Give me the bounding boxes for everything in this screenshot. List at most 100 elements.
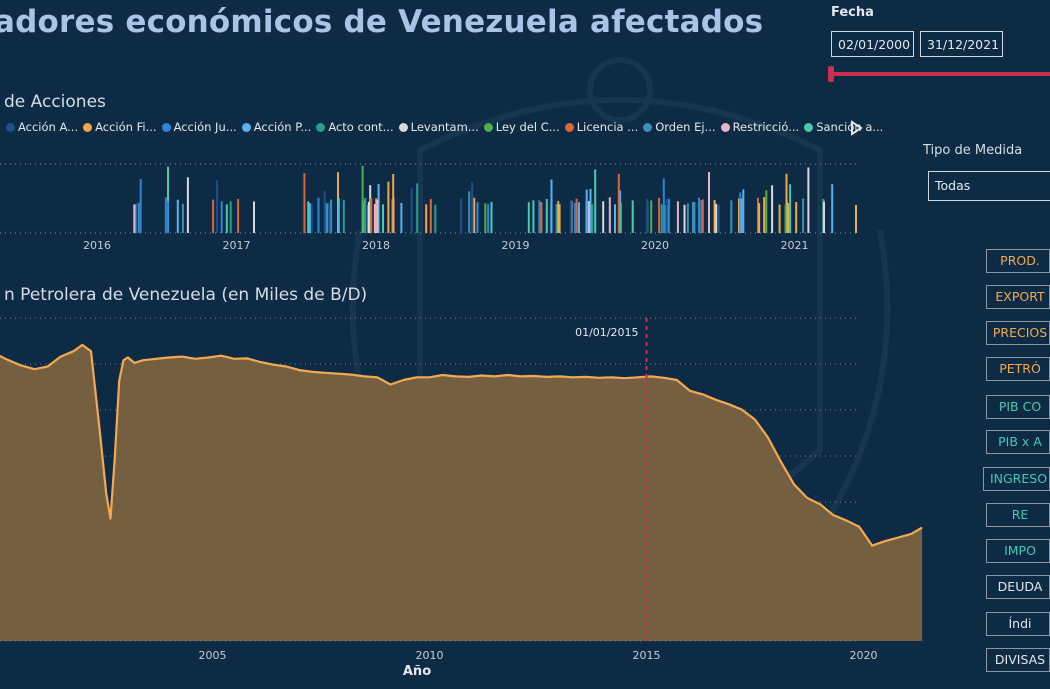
legend-label: Ley del C...: [495, 120, 560, 134]
measure-button[interactable]: DEUDA: [986, 575, 1050, 599]
action-event-bar: [416, 183, 419, 233]
action-event-bar: [569, 200, 572, 233]
action-event-bar: [538, 200, 541, 233]
action-event-bar: [134, 204, 137, 233]
action-event-bar: [701, 199, 704, 233]
action-event-bar: [473, 197, 476, 233]
legend-item[interactable]: Acción Fi...: [83, 120, 157, 134]
action-event-bar: [591, 204, 594, 233]
legend-item[interactable]: Acción Ju...: [161, 120, 237, 134]
action-event-bar: [742, 189, 745, 233]
action-event-bar: [831, 184, 834, 233]
action-event-bar: [713, 200, 716, 233]
legend-label: Acción P...: [253, 120, 312, 134]
legend-label: Acción Fi...: [95, 120, 157, 134]
legend-item[interactable]: Restricció...: [720, 120, 799, 134]
measure-button[interactable]: IMPO: [986, 539, 1050, 563]
action-event-bar: [738, 198, 740, 233]
action-event-bar: [692, 201, 694, 233]
action-event-bar: [575, 198, 578, 233]
legend-item[interactable]: Ley del C...: [483, 120, 560, 134]
action-event-bar: [484, 203, 487, 233]
action-event-bar: [855, 205, 857, 233]
legend-item[interactable]: Licencia ...: [564, 120, 639, 134]
action-event-bar: [237, 198, 240, 233]
action-event-bar: [364, 197, 367, 233]
actions-legend: Acción A... Acción Fi... Acción Ju... Acció…: [6, 120, 888, 134]
action-event-bar: [698, 197, 700, 233]
legend-color-dot: [483, 123, 493, 132]
legend-label: Licencia ...: [576, 120, 639, 134]
legend-item[interactable]: Acción A...: [6, 120, 78, 134]
action-event-bar: [784, 204, 787, 233]
fecha-label: Fecha: [831, 5, 874, 20]
actions-x-tick: 2016: [83, 239, 111, 252]
legend-color-dot: [720, 123, 730, 132]
measure-button[interactable]: PIB CO: [986, 395, 1050, 419]
action-event-bar: [663, 205, 666, 233]
action-event-bar: [730, 200, 733, 233]
legend-item[interactable]: Sanción a...: [804, 120, 883, 134]
action-event-bar: [167, 166, 169, 233]
oil-x-tick: 2015: [633, 649, 661, 662]
action-event-bar: [717, 204, 720, 233]
action-event-bar: [658, 197, 661, 233]
action-event-bar: [550, 179, 553, 233]
action-event-bar: [181, 203, 184, 233]
action-event-bar: [771, 185, 774, 233]
measure-button[interactable]: RE: [986, 503, 1050, 527]
action-event-bar: [585, 189, 588, 233]
date-range-slider[interactable]: [831, 72, 1050, 76]
action-event-bar: [139, 179, 142, 233]
action-event-bar: [757, 197, 759, 233]
action-event-bar: [325, 203, 328, 233]
action-event-bar: [303, 173, 306, 233]
legend-item[interactable]: Acto cont...: [316, 120, 394, 134]
action-event-bar: [337, 204, 340, 233]
action-event-bar: [137, 202, 140, 233]
measure-button[interactable]: PROD.: [986, 249, 1050, 273]
action-event-bar: [778, 204, 781, 233]
tipo-medida-dropdown[interactable]: Todas: [928, 171, 1050, 201]
date-slider-handle[interactable]: [828, 66, 834, 82]
legend-color-dot: [398, 123, 408, 132]
legend-color-dot: [804, 123, 814, 132]
legend-item[interactable]: Acción P...: [241, 120, 312, 134]
measure-button[interactable]: Índi: [986, 612, 1050, 636]
oil-x-axis-title: Año: [403, 664, 431, 679]
measure-button[interactable]: PRECIOS: [986, 321, 1050, 345]
action-event-bar: [608, 197, 611, 233]
measure-button[interactable]: PETRÓ: [986, 357, 1050, 381]
measure-button[interactable]: INGRESO: [983, 467, 1050, 491]
action-event-bar: [557, 201, 560, 233]
action-event-bar: [212, 199, 215, 233]
action-event-bar: [763, 197, 766, 233]
legend-next-icon[interactable]: [848, 119, 864, 137]
action-event-bar: [370, 197, 373, 233]
action-event-bar: [460, 198, 463, 233]
legend-color-dot: [83, 123, 93, 132]
action-event-bar: [573, 203, 576, 233]
action-event-bar: [310, 204, 313, 233]
action-event-bar: [617, 173, 620, 233]
end-date-input[interactable]: 31/12/2021: [920, 31, 1003, 57]
action-event-bar: [540, 203, 543, 233]
action-event-bar: [373, 204, 376, 233]
action-event-bar: [646, 198, 649, 233]
actions-x-tick: 2021: [781, 239, 809, 252]
action-event-bar: [307, 201, 310, 233]
legend-item[interactable]: Orden Ej...: [643, 120, 716, 134]
legend-label: Acto cont...: [328, 120, 394, 134]
action-event-bar: [667, 198, 670, 233]
start-date-input[interactable]: 02/01/2000: [831, 31, 914, 57]
actions-x-tick: 2019: [502, 239, 530, 252]
action-event-bar: [216, 180, 219, 233]
action-event-bar: [164, 197, 167, 233]
oil-x-tick: 2005: [199, 649, 227, 662]
measure-button[interactable]: DIVISAS: [986, 648, 1050, 672]
measure-button[interactable]: PIB x A: [986, 430, 1050, 454]
action-event-bar: [619, 202, 622, 233]
legend-item[interactable]: Levantam...: [398, 120, 479, 134]
measure-button[interactable]: EXPORT: [986, 285, 1050, 309]
action-event-bar: [602, 201, 605, 233]
